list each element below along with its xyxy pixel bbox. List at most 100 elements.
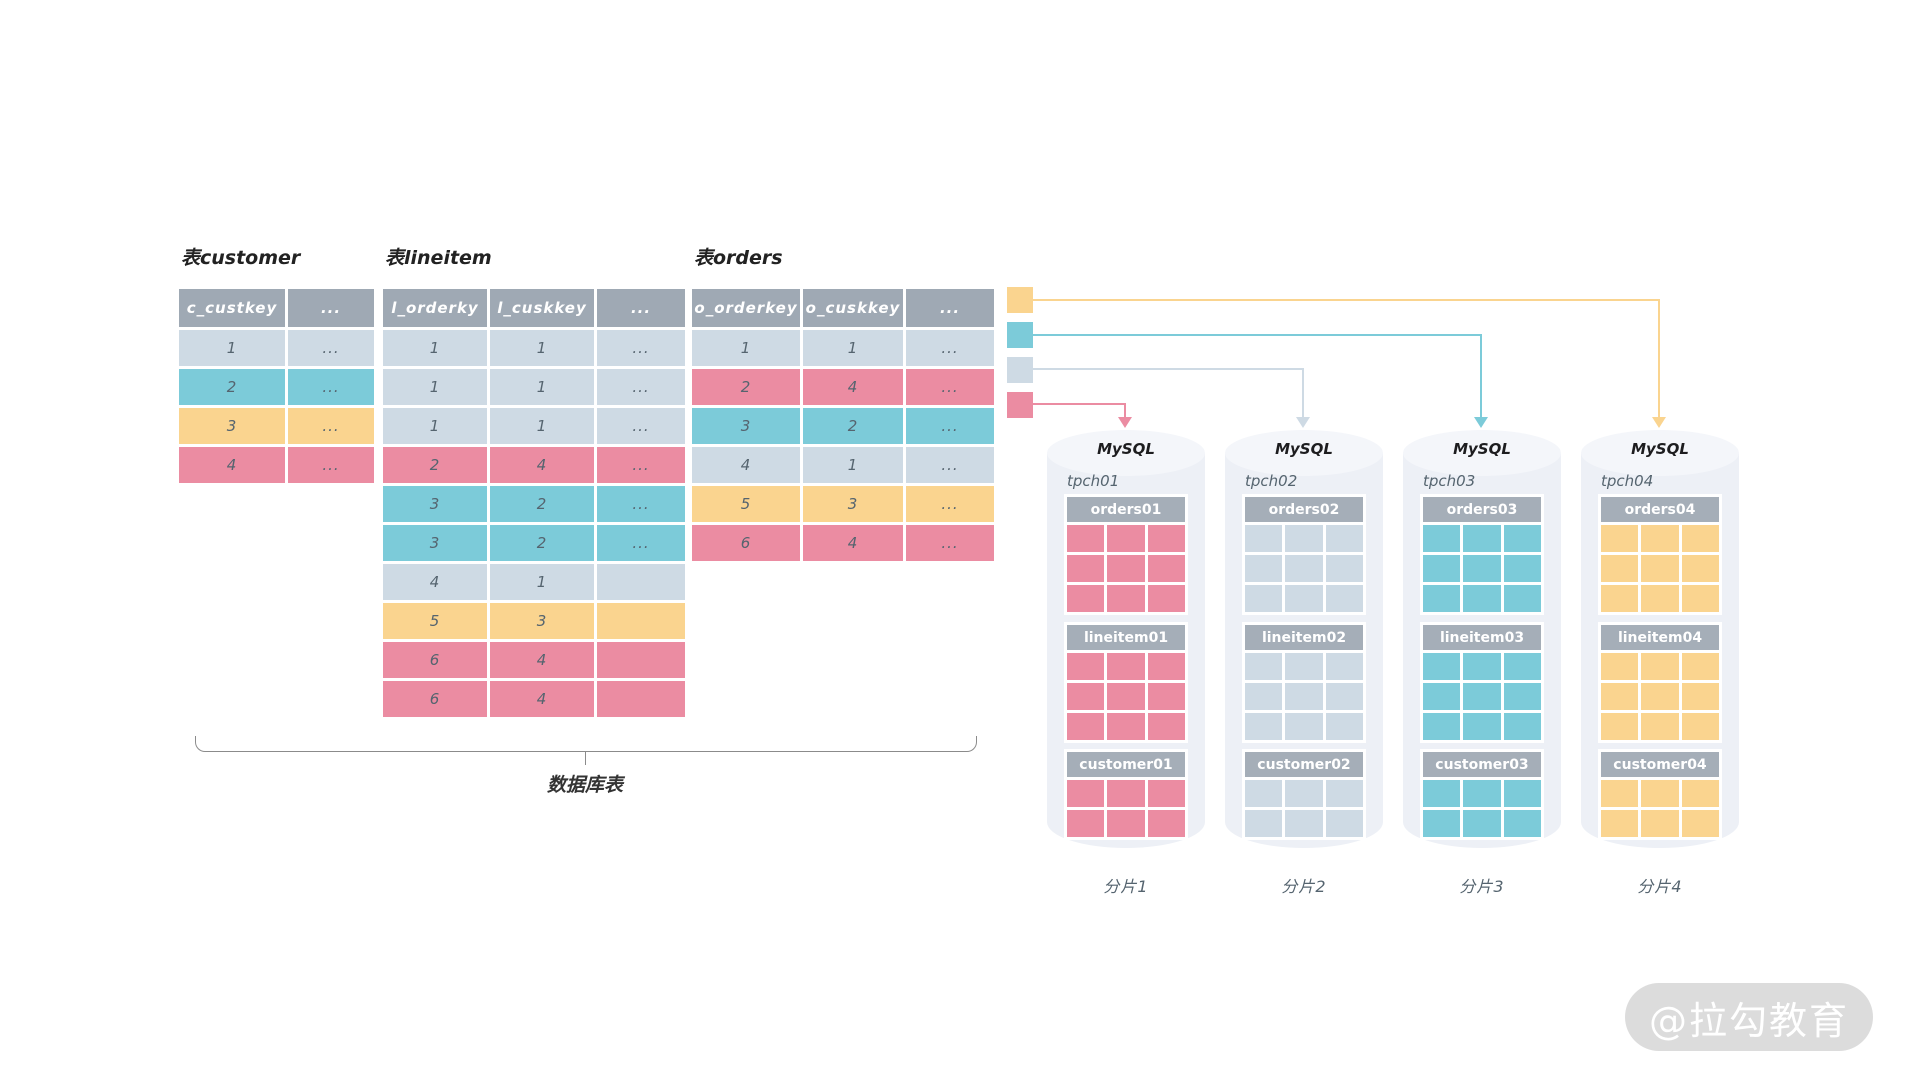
- shard-table-header: customer04: [1601, 752, 1719, 777]
- data-block-cell: [1423, 780, 1461, 807]
- data-block-cell: [1463, 585, 1501, 612]
- table-cell: 3: [490, 603, 594, 639]
- table-cell: [597, 603, 685, 639]
- table-cell: 1: [490, 369, 594, 405]
- table-cell: 1: [490, 330, 594, 366]
- table-cell: 3: [803, 486, 903, 522]
- data-block-cell: [1325, 653, 1363, 680]
- arrow-line: [1302, 368, 1304, 419]
- shard-table-header: customer01: [1067, 752, 1185, 777]
- shard-table-grid: [1601, 653, 1719, 740]
- cylinder-top: [1403, 430, 1561, 476]
- data-block-cell: [1107, 713, 1145, 740]
- table-cell: ...: [597, 486, 685, 522]
- data-block-cell: [1503, 525, 1541, 552]
- table-cell: ...: [906, 447, 994, 483]
- column-header: o_orderkey: [692, 289, 800, 327]
- table-cell: 3: [179, 408, 285, 444]
- table-cell: ...: [906, 486, 994, 522]
- table-lineitem: 表lineitem l_orderky l_cuskkey... 1 1... 1 1...…: [383, 247, 685, 717]
- data-block-cell: [1285, 810, 1323, 837]
- table-cell: 3: [383, 525, 487, 561]
- shard-table-header: orders03: [1423, 497, 1541, 522]
- table-cell: 2: [490, 486, 594, 522]
- table-cell: 1: [490, 408, 594, 444]
- shard-table-grid: [1245, 525, 1363, 612]
- data-block-cell: [1285, 653, 1323, 680]
- column-header: ...: [597, 289, 685, 327]
- data-block-cell: [1325, 713, 1363, 740]
- table-cell: 4: [490, 642, 594, 678]
- schema-label: tpch03: [1423, 472, 1476, 490]
- data-block-cell: [1147, 810, 1185, 837]
- data-block-cell: [1681, 555, 1719, 582]
- column-header: o_cuskkey: [803, 289, 903, 327]
- table-cell: 1: [179, 330, 285, 366]
- table-cell: ...: [597, 525, 685, 561]
- shard-table-header: lineitem01: [1067, 625, 1185, 650]
- data-block-cell: [1245, 585, 1283, 612]
- schema-label: tpch04: [1601, 472, 1654, 490]
- schema-label: tpch02: [1245, 472, 1298, 490]
- table-customer: 表customer c_custkey... 1... 2... 3... 4...: [179, 247, 374, 483]
- data-block-cell: [1147, 683, 1185, 710]
- data-block-cell: [1285, 525, 1323, 552]
- data-block-cell: [1245, 683, 1283, 710]
- table-cell: 3: [692, 408, 800, 444]
- table-cell: [597, 564, 685, 600]
- data-block-cell: [1503, 780, 1541, 807]
- data-block-cell: [1463, 653, 1501, 680]
- shard-table-header: orders01: [1067, 497, 1185, 522]
- shard-table-orders01: orders01: [1064, 494, 1188, 615]
- arrow-line: [1124, 403, 1126, 419]
- data-block-cell: [1285, 780, 1323, 807]
- watermark-badge: @拉勾教育: [1625, 983, 1873, 1051]
- data-block-cell: [1503, 585, 1541, 612]
- table-cell: ...: [906, 408, 994, 444]
- data-block-cell: [1423, 653, 1461, 680]
- table-grid: c_custkey... 1... 2... 3... 4...: [179, 289, 374, 483]
- data-block-cell: [1463, 810, 1501, 837]
- shard-table-grid: [1067, 653, 1185, 740]
- data-block-cell: [1681, 780, 1719, 807]
- mysql-label: MySQL: [1097, 440, 1155, 458]
- data-block-cell: [1601, 713, 1639, 740]
- table-cell: 1: [803, 330, 903, 366]
- table-cell: 1: [692, 330, 800, 366]
- table-cell: ...: [597, 408, 685, 444]
- shard-table-grid: [1067, 780, 1185, 837]
- database-tables-label: 数据库表: [546, 774, 623, 796]
- data-block-cell: [1641, 810, 1679, 837]
- data-block-cell: [1601, 525, 1639, 552]
- shard-table-header: lineitem04: [1601, 625, 1719, 650]
- data-block-cell: [1285, 555, 1323, 582]
- data-block-cell: [1147, 780, 1185, 807]
- table-cell: 2: [692, 369, 800, 405]
- data-block-cell: [1423, 810, 1461, 837]
- shard-4-cylinder: MySQL tpch04 orders04 lineitem04 customer04 分…: [1581, 430, 1739, 905]
- data-block-cell: [1681, 585, 1719, 612]
- cylinder-top: [1581, 430, 1739, 476]
- mysql-label: MySQL: [1453, 440, 1511, 458]
- data-block-cell: [1107, 555, 1145, 582]
- shard-table-header: lineitem03: [1423, 625, 1541, 650]
- shard-table-lineitem03: lineitem03: [1420, 622, 1544, 743]
- data-block-cell: [1285, 713, 1323, 740]
- brace-shape: [195, 736, 977, 752]
- data-block-cell: [1107, 780, 1145, 807]
- shard-table-grid: [1601, 780, 1719, 837]
- data-block-cell: [1463, 780, 1501, 807]
- data-block-cell: [1107, 653, 1145, 680]
- arrow-line: [1033, 334, 1482, 336]
- shard-color-legend: [1007, 287, 1033, 418]
- table-cell: 5: [383, 603, 487, 639]
- table-cell: 5: [692, 486, 800, 522]
- table-cell: ...: [906, 330, 994, 366]
- data-block-cell: [1245, 525, 1283, 552]
- shard-table-header: customer02: [1245, 752, 1363, 777]
- data-block-cell: [1067, 780, 1105, 807]
- data-block-cell: [1325, 585, 1363, 612]
- data-block-cell: [1641, 555, 1679, 582]
- data-block-cell: [1503, 653, 1541, 680]
- legend-swatch-分片1: [1007, 392, 1033, 418]
